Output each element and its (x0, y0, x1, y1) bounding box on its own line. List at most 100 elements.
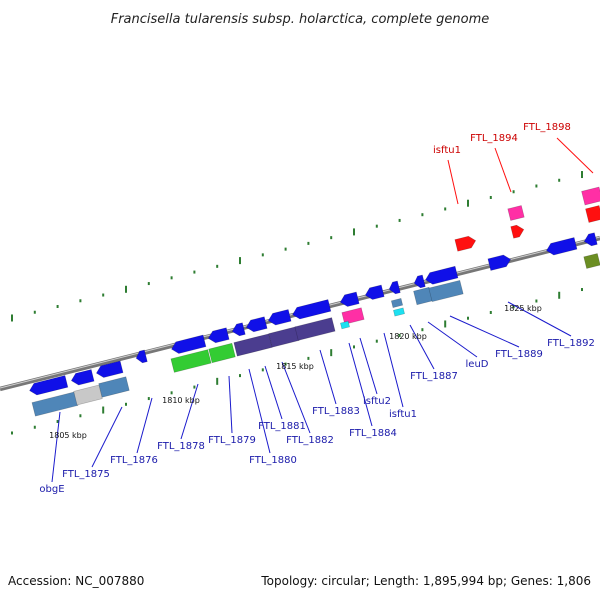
gene-feature (390, 298, 404, 308)
gene-shape (487, 254, 512, 271)
gene-shape (207, 327, 230, 344)
gene-feature (585, 205, 600, 223)
gene-label-FTL_1892: FTL_1892 (547, 338, 595, 349)
gene-feature (70, 369, 95, 386)
gene-shape (95, 360, 124, 378)
gene-feature (208, 342, 236, 364)
gene-feature (294, 317, 336, 341)
label-leader-line (348, 342, 373, 427)
gene-label-FTL_1884: FTL_1884 (349, 428, 397, 439)
gene-label-FTL_1887: FTL_1887 (410, 371, 458, 382)
gene-shape (73, 384, 103, 406)
gene-shape (170, 349, 212, 373)
gene-shape (428, 279, 464, 303)
gene-shape (454, 235, 477, 252)
gene-feature (245, 316, 268, 333)
tick-marks (11, 171, 583, 435)
gene-shape (31, 391, 79, 417)
label-leader-line (228, 375, 233, 434)
gene-label-isftu2: isftu2 (363, 396, 391, 407)
gene-feature (31, 391, 79, 417)
gene-feature (364, 284, 385, 300)
gene-label-FTL_1898: FTL_1898 (523, 122, 571, 133)
label-leader-line (91, 406, 123, 468)
label-leader-lines (51, 137, 594, 483)
label-leader-line (180, 383, 199, 440)
gene-feature (510, 224, 525, 239)
gene-shape (292, 299, 332, 320)
gene-shape (583, 253, 600, 269)
gene-label-obgE: obgE (39, 484, 64, 495)
gene-feature (581, 186, 600, 206)
tick-label-1815: 1815 kbp (276, 362, 314, 371)
gene-shape (231, 322, 246, 337)
gene-feature (413, 274, 426, 289)
gene-shape (135, 349, 148, 364)
gene-shape (339, 291, 360, 307)
gene-label-FTL_1879: FTL_1879 (208, 435, 256, 446)
gene-feature (393, 307, 405, 317)
gene-feature (425, 265, 459, 285)
label-leader-line (447, 159, 459, 205)
gene-shape (413, 274, 426, 289)
label-leader-line (409, 324, 435, 370)
gene-feature (207, 327, 230, 344)
gene-feature (73, 384, 103, 406)
gene-feature (95, 360, 124, 378)
gene-feature (388, 280, 401, 295)
tick-label-1805: 1805 kbp (49, 431, 87, 440)
gene-label-isftu1: isftu1 (389, 409, 417, 420)
gene-feature (29, 375, 69, 396)
gene-feature (98, 376, 130, 398)
gene-label-FTL_1878: FTL_1878 (157, 441, 205, 452)
label-leader-line (556, 137, 594, 174)
gene-shape (294, 317, 336, 341)
label-leader-line (136, 397, 153, 454)
gene-feature (340, 320, 350, 330)
gene-feature (231, 322, 246, 337)
label-leader-line (264, 365, 283, 420)
gene-feature (341, 307, 365, 325)
gene-feature (583, 253, 600, 269)
gene-label-FTL_1883: FTL_1883 (312, 406, 360, 417)
label-leader-line (281, 361, 311, 434)
gene-feature (267, 309, 292, 326)
gene-shape (390, 298, 404, 308)
gene-feature (233, 333, 273, 357)
gene-feature (268, 326, 300, 348)
gene-shape (507, 205, 525, 221)
gene-shape (546, 237, 578, 256)
label-leader-line (248, 368, 271, 454)
gene-feature (583, 232, 598, 247)
gene-shape (98, 376, 130, 398)
gene-feature (339, 291, 360, 307)
gene-shape (393, 307, 405, 317)
label-leader-line (449, 315, 520, 348)
gene-shape (583, 232, 598, 247)
gene-shape (208, 342, 236, 364)
label-leader-line (383, 332, 404, 408)
gene-shape (70, 369, 95, 386)
label-leader-line (507, 301, 572, 337)
tick-label-1820: 1820 kbp (389, 332, 427, 341)
gene-shape (388, 280, 401, 295)
gene-shape (510, 224, 525, 239)
tick-label-1810: 1810 kbp (162, 396, 200, 405)
map-title: Francisella tularensis subsp. holarctica… (111, 12, 490, 27)
gene-feature (546, 237, 578, 256)
gene-feature (171, 334, 207, 354)
gene-shape (268, 326, 300, 348)
gene-label-leuD: leuD (466, 359, 489, 370)
gene-shape (581, 186, 600, 206)
gene-label-FTL_1876: FTL_1876 (110, 455, 158, 466)
gene-shape (29, 375, 69, 396)
gene-label-FTL_1881: FTL_1881 (258, 421, 306, 432)
gene-shape (340, 320, 350, 330)
gene-shape (425, 265, 459, 285)
gene-feature (135, 349, 148, 364)
gene-shape (171, 334, 207, 354)
gene-shape (233, 333, 273, 357)
gene-shape (364, 284, 385, 300)
